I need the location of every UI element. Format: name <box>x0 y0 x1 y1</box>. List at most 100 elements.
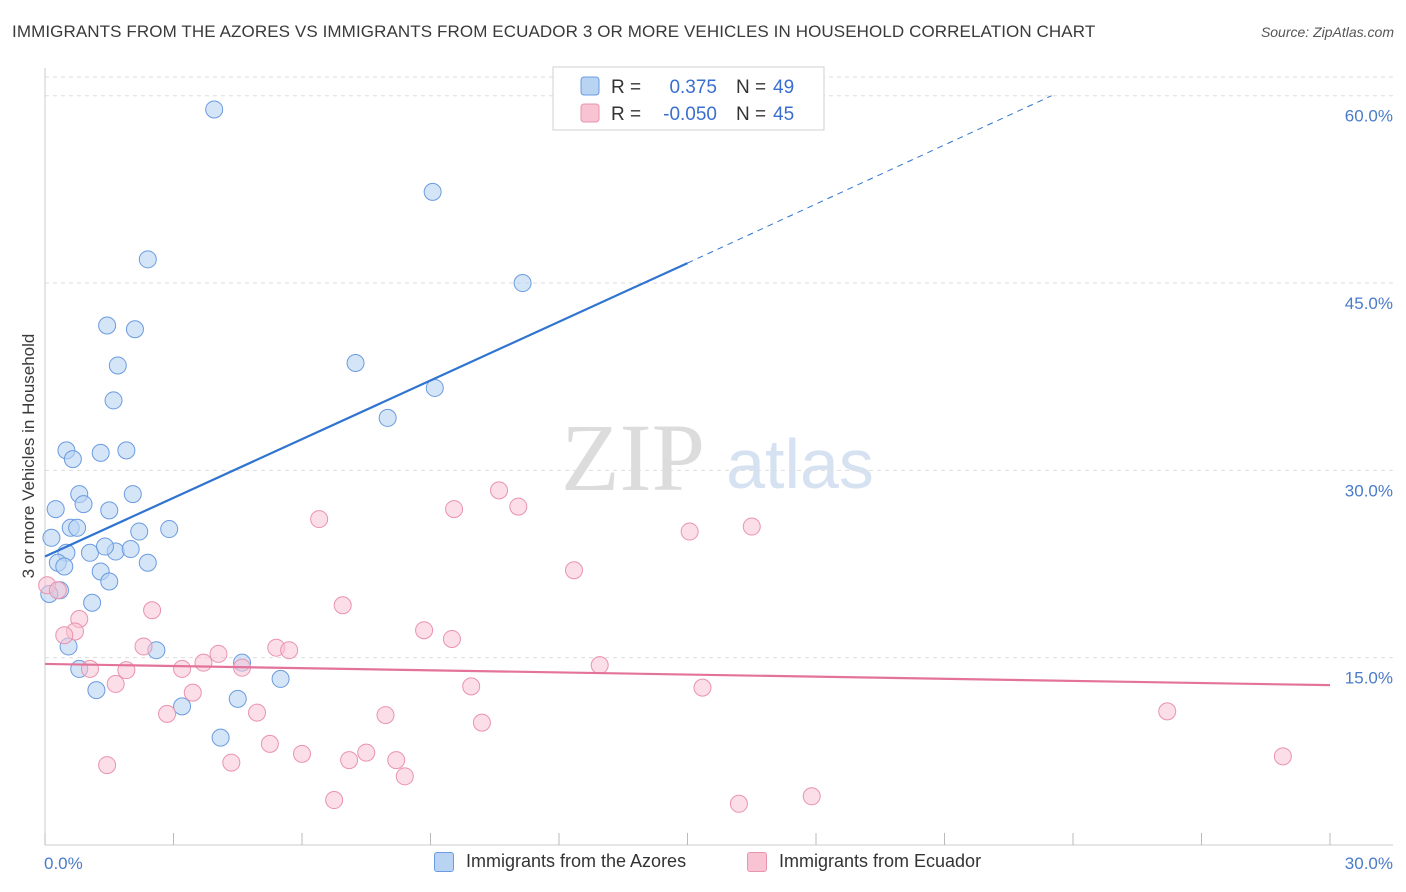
bottom-legend-ecuador: Immigrants from Ecuador <box>747 851 981 872</box>
ecuador-point <box>1273 747 1292 766</box>
azores-point <box>123 485 142 504</box>
chart-title: IMMIGRANTS FROM THE AZORES VS IMMIGRANTS… <box>12 22 1096 41</box>
azores-point <box>83 593 102 612</box>
ecuador-point <box>55 626 74 645</box>
ecuador-point <box>1158 702 1177 721</box>
x-tick-label-min: 0.0% <box>44 854 83 873</box>
legend-ecuador-n-label: N = <box>736 104 766 125</box>
y-tick-label: 60.0% <box>1345 107 1393 126</box>
legend-box: R = 0.375 N = 49 R = -0.050 N = 45 <box>552 66 825 131</box>
ecuador-point <box>340 751 359 770</box>
azores-point <box>108 356 127 375</box>
ecuador-point <box>445 500 464 519</box>
ecuador-point <box>729 794 748 813</box>
y-tick-labels: 15.0% 30.0% 45.0% 60.0% <box>1345 107 1393 688</box>
azores-trend-line <box>44 262 688 558</box>
azores-point <box>95 537 114 556</box>
source-label: Source: ZipAtlas.com <box>1260 24 1394 40</box>
y-tick-label: 45.0% <box>1345 294 1393 313</box>
ecuador-point <box>194 653 213 672</box>
ecuador-point <box>472 713 491 732</box>
legend-ecuador-r-value: -0.050 <box>663 104 717 125</box>
azores-point <box>138 553 157 572</box>
ecuador-point <box>280 641 299 660</box>
ecuador-point <box>415 621 434 640</box>
ecuador-point <box>293 744 311 763</box>
bottom-legend-azores-swatch <box>434 851 454 872</box>
ecuador-point <box>48 581 67 600</box>
azores-point <box>173 697 192 716</box>
azores-point <box>63 450 82 469</box>
legend-ecuador-n-value: 45 <box>773 104 794 125</box>
ecuador-point <box>680 522 699 541</box>
y-tick-label: 30.0% <box>1345 481 1393 500</box>
azores-point <box>205 100 224 119</box>
watermark-zip: ZIP <box>561 404 705 511</box>
grid-lines <box>45 76 1393 659</box>
azores-point <box>160 520 179 539</box>
ecuador-point <box>143 601 162 620</box>
ecuador-point <box>442 629 461 648</box>
azores-point <box>80 543 99 562</box>
ecuador-point <box>387 751 406 770</box>
azores-point <box>228 689 247 708</box>
azores-point <box>98 316 117 335</box>
ecuador-point <box>248 703 267 722</box>
azores-trend-extension <box>687 95 1052 264</box>
y-axis-label: 3 or more Vehicles in Household <box>19 334 38 579</box>
y-tick-label: 15.0% <box>1345 669 1393 688</box>
ecuador-point <box>490 481 509 500</box>
legend-swatch-azores <box>580 76 600 96</box>
azores-point <box>87 681 106 700</box>
ecuador-point <box>590 656 609 675</box>
ecuador-point <box>80 659 99 678</box>
ecuador-point <box>395 767 414 786</box>
azores-point <box>46 500 65 519</box>
ecuador-point <box>376 706 395 725</box>
ecuador-point <box>693 678 712 697</box>
ecuador-trend-line <box>44 662 1331 687</box>
azores-point <box>100 572 119 591</box>
ecuador-point <box>134 637 153 656</box>
ecuador-point <box>742 517 761 536</box>
azores-point <box>42 528 61 547</box>
azores-point <box>121 540 140 559</box>
x-ticks <box>44 833 1331 845</box>
legend-azores-r-value: 0.375 <box>669 77 717 98</box>
ecuador-point <box>158 704 177 723</box>
azores-point <box>117 441 136 460</box>
ecuador-point <box>509 497 528 516</box>
azores-point <box>125 320 144 339</box>
azores-point <box>68 518 87 537</box>
ecuador-points <box>38 481 1292 813</box>
bottom-legend: Immigrants from the Azores Immigrants fr… <box>0 851 1406 879</box>
legend-azores-r-label: R = <box>611 77 641 98</box>
ecuador-point <box>260 734 279 753</box>
ecuador-point <box>564 561 583 580</box>
azores-point <box>55 557 74 576</box>
azores-point <box>74 495 93 514</box>
trend-lines <box>44 95 1331 687</box>
ecuador-point <box>183 683 202 702</box>
azores-point <box>271 669 290 688</box>
azores-point <box>378 408 397 427</box>
bottom-legend-ecuador-label: Immigrants from Ecuador <box>779 851 982 871</box>
azores-point <box>104 391 123 410</box>
axes <box>44 68 1393 846</box>
bottom-legend-azores: Immigrants from the Azores <box>434 851 686 872</box>
legend-azores-n-label: N = <box>736 77 766 98</box>
legend-azores-n-value: 49 <box>773 77 794 98</box>
legend-ecuador-r-label: R = <box>611 104 641 125</box>
ecuador-point <box>462 677 481 696</box>
ecuador-point <box>325 791 344 810</box>
ecuador-point <box>106 674 125 693</box>
ecuador-point <box>310 510 329 529</box>
watermark-atlas: atlas <box>726 425 874 503</box>
x-tick-label-max: 30.0% <box>1345 854 1393 873</box>
ecuador-point <box>222 753 241 772</box>
azores-point <box>138 250 157 269</box>
ecuador-point <box>98 756 117 775</box>
azores-point <box>91 443 110 462</box>
bottom-legend-ecuador-swatch <box>747 851 767 872</box>
